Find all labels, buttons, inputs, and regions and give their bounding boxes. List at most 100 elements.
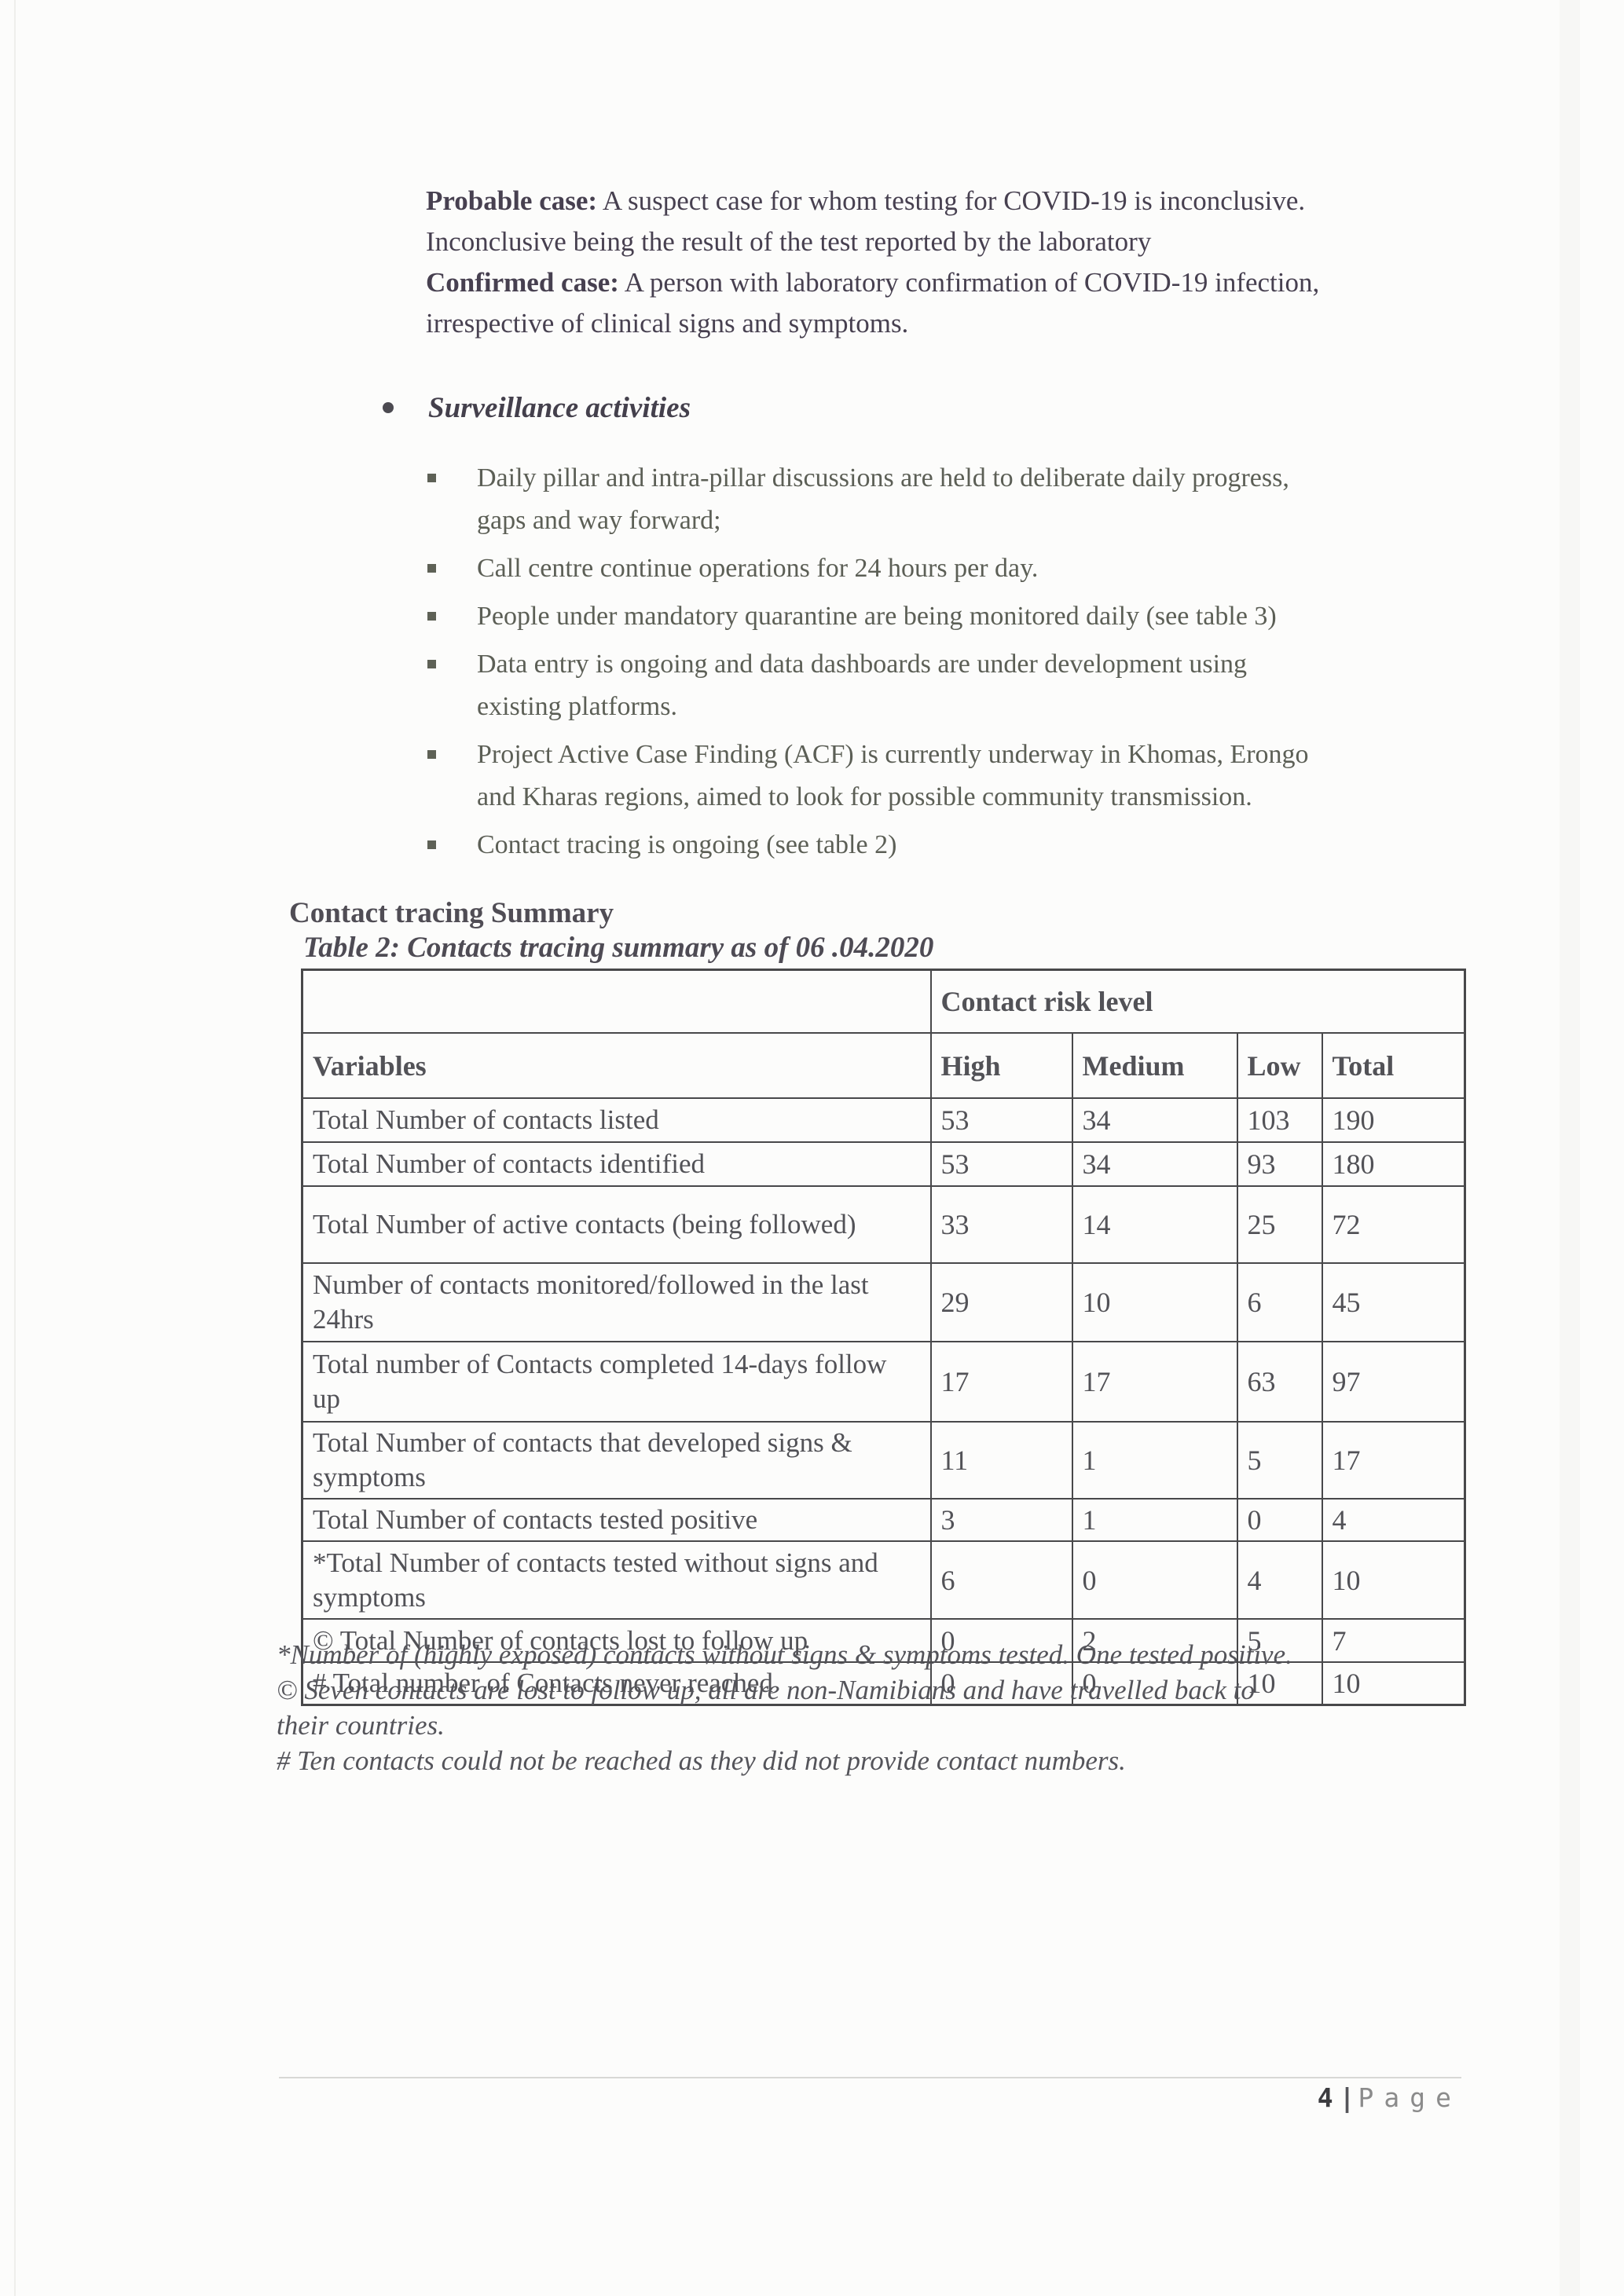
- empty-header-cell: [301, 969, 932, 1034]
- total-cell: 17: [1321, 1421, 1466, 1500]
- high-cell: 0: [929, 1661, 1073, 1706]
- footer-divider: [279, 2077, 1461, 2078]
- total-cell: 4: [1321, 1498, 1466, 1542]
- column-header-cell: Low: [1236, 1032, 1323, 1099]
- table-row: *Total Number of contacts tested without…: [301, 1540, 1466, 1620]
- list-item-line: People under mandatory quarantine are be…: [477, 602, 1277, 631]
- list-item-line: Call centre continue operations for 24 h…: [477, 554, 1039, 583]
- total-cell: 180: [1321, 1141, 1466, 1187]
- variable-cell: Total number of Contacts completed 14-da…: [301, 1341, 932, 1423]
- high-cell: 11: [929, 1421, 1073, 1500]
- list-item: Daily pillar and intra-pillar discussion…: [427, 457, 1309, 542]
- total-cell: 97: [1321, 1341, 1466, 1423]
- section-heading: Contact tracing Summary: [289, 897, 614, 929]
- table-caption: Table 2: Contacts tracing summary as of …: [303, 932, 934, 964]
- total-cell: 10: [1321, 1661, 1466, 1706]
- medium-cell: 1: [1071, 1421, 1238, 1500]
- page-number: 4: [1317, 2082, 1335, 2113]
- table-column-header-row: Variables High Medium Low Total: [301, 1032, 1466, 1099]
- table-footnotes: *Number of (highly exposed) contacts wit…: [277, 1637, 1292, 1778]
- low-cell: 63: [1236, 1341, 1323, 1423]
- list-item: People under mandatory quarantine are be…: [427, 595, 1309, 638]
- definition-line: Probable case: A suspect case for whom t…: [426, 181, 1463, 222]
- column-header-cell: High: [929, 1032, 1073, 1099]
- round-bullet-icon: [383, 402, 394, 413]
- variable-cell: *Total Number of contacts tested without…: [301, 1540, 932, 1620]
- definition-text: Inconclusive being the result of the tes…: [426, 226, 1152, 257]
- medium-cell: 17: [1071, 1341, 1238, 1423]
- variable-cell: © Total Number of contacts lost to follo…: [301, 1618, 932, 1663]
- medium-cell: 34: [1071, 1097, 1238, 1143]
- footer-separator: |: [1339, 2082, 1355, 2113]
- footnote-line: # Ten contacts could not be reached as t…: [277, 1745, 1126, 1776]
- definition-text: A suspect case for whom testing for COVI…: [597, 185, 1306, 216]
- surveillance-activities-list: Daily pillar and intra-pillar discussion…: [427, 457, 1309, 872]
- list-item: Call centre continue operations for 24 h…: [427, 547, 1309, 590]
- table-row: # Total number of Contacts never reached…: [301, 1661, 1466, 1706]
- high-cell: 0: [929, 1618, 1073, 1663]
- square-bullet-icon: [427, 564, 436, 573]
- low-cell: 5: [1236, 1421, 1323, 1500]
- page-footer: 4 | Page: [1179, 2082, 1461, 2113]
- high-cell: 53: [929, 1141, 1073, 1187]
- medium-cell: 34: [1071, 1141, 1238, 1187]
- list-item-line: Contact tracing is ongoing (see table 2): [477, 830, 897, 859]
- medium-cell: 1: [1071, 1498, 1238, 1542]
- variable-cell: Total Number of contacts identified: [301, 1141, 932, 1187]
- table-row: Total Number of contacts that developed …: [301, 1421, 1466, 1500]
- definition-term: Probable case:: [426, 185, 598, 216]
- square-bullet-icon: [427, 660, 436, 668]
- table-row: Number of contacts monitored/followed in…: [301, 1262, 1466, 1342]
- list-item: Project Active Case Finding (ACF) is cur…: [427, 734, 1309, 818]
- high-cell: 17: [929, 1341, 1073, 1423]
- list-item-line: existing platforms.: [477, 692, 677, 721]
- variable-cell: Total Number of contacts tested positive: [301, 1498, 932, 1542]
- definition-text: irrespective of clinical signs and sympt…: [426, 308, 909, 339]
- high-cell: 3: [929, 1498, 1073, 1542]
- list-item-text: Project Active Case Finding (ACF) is cur…: [477, 734, 1309, 818]
- high-cell: 29: [929, 1262, 1073, 1342]
- column-header-cell: Medium: [1071, 1032, 1238, 1099]
- low-cell: 93: [1236, 1141, 1323, 1187]
- low-cell: 0: [1236, 1498, 1323, 1542]
- square-bullet-icon: [427, 474, 436, 482]
- list-item-line: gaps and way forward;: [477, 506, 721, 535]
- list-item-text: Contact tracing is ongoing (see table 2): [477, 824, 896, 866]
- square-bullet-icon: [427, 840, 436, 849]
- list-item-text: Data entry is ongoing and data dashboard…: [477, 643, 1247, 728]
- low-cell: 103: [1236, 1097, 1323, 1143]
- high-cell: 33: [929, 1185, 1073, 1264]
- high-cell: 6: [929, 1540, 1073, 1620]
- low-cell: 4: [1236, 1540, 1323, 1620]
- table-row: Total Number of contacts tested positive…: [301, 1498, 1466, 1542]
- variable-cell: Number of contacts monitored/followed in…: [301, 1262, 932, 1342]
- definition-line: Confirmed case: A person with laboratory…: [426, 262, 1463, 303]
- list-item-line: Data entry is ongoing and data dashboard…: [477, 650, 1248, 679]
- definition-line: irrespective of clinical signs and sympt…: [426, 303, 1463, 344]
- variable-cell: Total Number of contacts listed: [301, 1097, 932, 1143]
- square-bullet-icon: [427, 750, 436, 759]
- scan-streak-artifact: [1560, 0, 1580, 2296]
- surveillance-activities-title: Surveillance activities: [428, 392, 691, 424]
- table-row: Total Number of contacts listed 53 34 10…: [301, 1097, 1466, 1143]
- medium-cell: 2: [1071, 1618, 1238, 1663]
- low-cell: 6: [1236, 1262, 1323, 1342]
- medium-cell: 0: [1071, 1540, 1238, 1620]
- list-item-line: Project Active Case Finding (ACF) is cur…: [477, 740, 1309, 769]
- footnote-line: their countries.: [277, 1710, 445, 1741]
- list-item-text: People under mandatory quarantine are be…: [477, 595, 1277, 638]
- definition-term: Confirmed case:: [426, 267, 619, 298]
- surveillance-activities-heading: Surveillance activities: [383, 391, 691, 426]
- column-header-cell: Total: [1321, 1032, 1466, 1099]
- low-cell: 10: [1236, 1661, 1323, 1706]
- list-item: Data entry is ongoing and data dashboard…: [427, 643, 1309, 728]
- list-item-text: Call centre continue operations for 24 h…: [477, 547, 1038, 590]
- definition-line: Inconclusive being the result of the tes…: [426, 222, 1463, 262]
- footnote-line: *Number of (highly exposed) contacts wit…: [277, 1639, 1292, 1670]
- variable-cell: Total Number of contacts that developed …: [301, 1421, 932, 1500]
- contact-tracing-summary-table: Contact risk level Variables High Medium…: [301, 969, 1467, 1706]
- variable-cell: # Total number of Contacts never reached: [301, 1661, 932, 1706]
- case-definitions-paragraph: Probable case: A suspect case for whom t…: [426, 181, 1463, 344]
- low-cell: 5: [1236, 1618, 1323, 1663]
